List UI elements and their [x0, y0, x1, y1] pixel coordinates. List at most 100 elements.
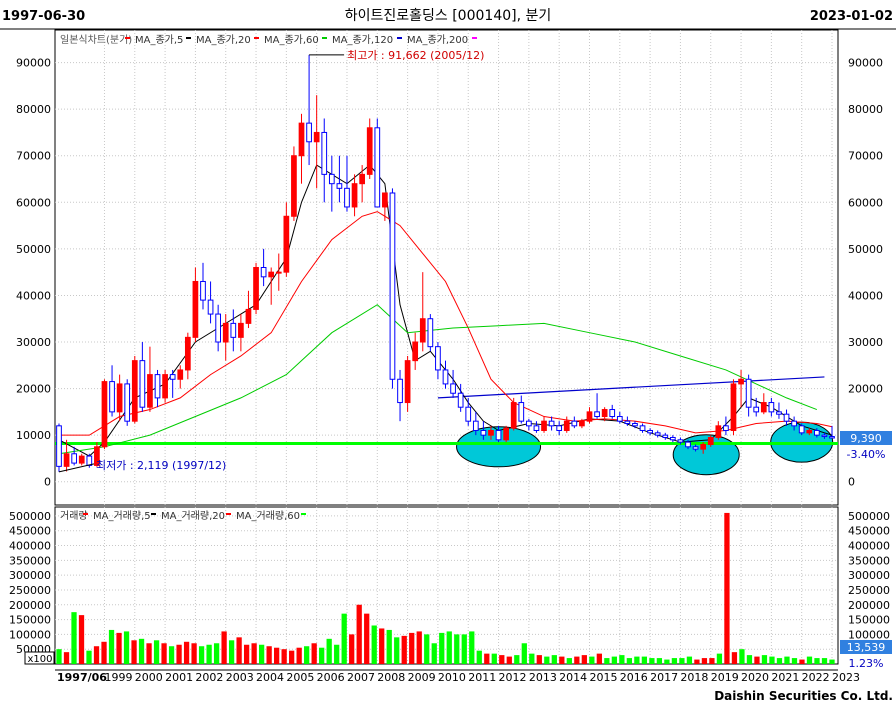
candle — [366, 118, 373, 180]
candle-body — [768, 402, 775, 413]
candle — [639, 423, 646, 433]
price-tick-left: 90000 — [16, 57, 51, 70]
volume-bar — [108, 629, 115, 664]
volume-bar — [394, 637, 400, 664]
candle — [291, 146, 297, 221]
candle — [753, 397, 760, 417]
volume-bar — [146, 643, 152, 664]
candle — [594, 393, 600, 419]
candle-body — [154, 374, 161, 399]
legend-swatch — [397, 37, 402, 39]
volume-bar — [656, 658, 663, 664]
volume-bar — [784, 656, 790, 664]
candle — [260, 248, 267, 287]
candle-body — [124, 383, 131, 422]
candle — [730, 379, 737, 436]
candle-body — [541, 420, 547, 431]
volume-bar — [258, 644, 265, 664]
x-tick-label: 2015 — [589, 671, 617, 684]
price-tick-left: 0 — [44, 476, 51, 489]
candle-body — [86, 455, 93, 466]
y-axis-labels: 0010000100002000020000300003000040000400… — [9, 57, 890, 665]
candle-body — [821, 434, 828, 438]
price-tick-right: 90000 — [848, 57, 883, 70]
price-tick-left: 70000 — [16, 150, 51, 163]
candle — [609, 404, 616, 419]
volume-tick-left: 500000 — [9, 510, 51, 523]
candle-body — [465, 406, 472, 422]
candle-body — [200, 280, 206, 301]
volume-bar — [461, 634, 467, 664]
volume-bar — [484, 653, 490, 664]
x-tick-label: 2006 — [317, 671, 345, 684]
candle — [768, 397, 775, 417]
legend-swatch — [254, 37, 259, 39]
x-tick-label: 2017 — [650, 671, 678, 684]
candle-body — [472, 420, 479, 431]
last-volume-change: 1.23% — [849, 657, 884, 670]
price-tick-right: 0 — [848, 476, 855, 489]
volume-tick-right: 500000 — [848, 510, 890, 523]
volume-bar — [514, 655, 520, 664]
candle-body — [344, 187, 350, 208]
volume-bar — [168, 646, 175, 664]
price-tick-left: 10000 — [16, 429, 51, 442]
volume-bar — [574, 656, 580, 664]
candle-body — [579, 420, 585, 427]
candle-body — [753, 406, 760, 413]
chart-title: 하이트진로홀딩스 [000140], 분기 — [345, 8, 552, 24]
volume-legend-item: MA_거래량,5 — [93, 510, 151, 522]
legend-swatch — [322, 37, 327, 39]
volume-bar — [198, 646, 205, 664]
volume-tick-left: 350000 — [9, 554, 51, 567]
volume-tick-right: 400000 — [848, 540, 890, 553]
volume-tick-right: 350000 — [848, 554, 890, 567]
candle — [238, 314, 244, 352]
volume-bar — [806, 656, 813, 664]
candle — [579, 418, 585, 429]
volume-bar — [454, 634, 460, 664]
candle — [283, 202, 290, 277]
candle — [669, 435, 676, 443]
volume-bar — [138, 638, 145, 664]
candle-body — [351, 183, 358, 208]
x-tick-label: 2001 — [165, 671, 193, 684]
candle-body — [260, 267, 267, 278]
candle — [169, 369, 176, 398]
volume-bar — [371, 625, 377, 664]
legend-swatch — [301, 513, 306, 515]
candle — [760, 393, 767, 415]
price-tick-left: 60000 — [16, 196, 51, 209]
candle — [321, 118, 328, 203]
volume-bar — [206, 644, 212, 664]
candle — [192, 267, 199, 343]
candle — [344, 155, 350, 212]
annotations: 1997-06-30 하이트진로홀딩스 [000140], 분기 2023-01-0… — [2, 8, 893, 703]
volume-bar — [266, 646, 272, 664]
volume-bar — [341, 613, 347, 664]
candle-body — [389, 192, 396, 380]
volume-bar — [581, 655, 587, 664]
volume-bar — [491, 653, 497, 664]
volume-bar — [386, 629, 392, 664]
candle — [700, 442, 707, 454]
volume-bar — [686, 656, 693, 664]
x-tick-label: 2023 — [832, 671, 860, 684]
volume-bar — [701, 658, 708, 664]
volume-bar — [641, 656, 648, 664]
candle-body — [526, 420, 532, 427]
candle-body — [116, 383, 123, 413]
x-tick-label: 2020 — [741, 671, 769, 684]
candle — [427, 314, 434, 352]
candle — [533, 421, 540, 433]
candle-body — [56, 425, 62, 467]
price-tick-right: 30000 — [848, 336, 883, 349]
candle-body — [238, 322, 244, 338]
candle — [404, 355, 411, 412]
x-tick-label: 2003 — [226, 671, 254, 684]
candle — [472, 411, 479, 436]
volume-bar — [101, 641, 107, 664]
volume-bar — [86, 650, 92, 664]
